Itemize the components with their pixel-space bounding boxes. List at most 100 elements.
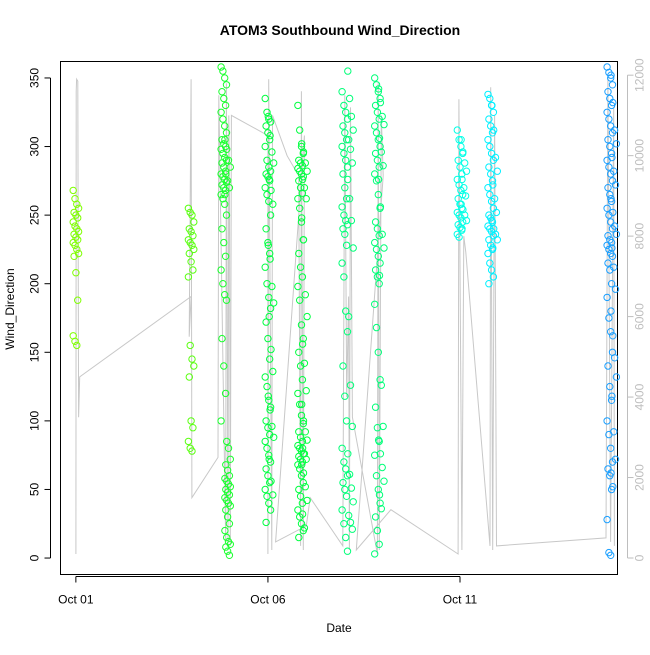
y2-tick-label: 4000	[633, 383, 647, 410]
y2-tick-label: 12000	[633, 58, 647, 92]
data-point	[372, 177, 381, 185]
data-point	[296, 465, 304, 473]
data-point	[607, 396, 616, 404]
data-point	[376, 376, 384, 384]
data-point	[607, 149, 616, 158]
data-point	[223, 437, 231, 446]
data-point	[218, 334, 226, 343]
data-point	[264, 392, 272, 400]
data-point	[342, 156, 350, 165]
y2-tick-label: 2000	[633, 464, 647, 491]
data-point	[608, 244, 616, 252]
data-point	[217, 108, 225, 117]
data-point	[298, 175, 307, 184]
data-point	[190, 218, 198, 226]
data-point	[222, 506, 230, 514]
data-point	[489, 181, 497, 189]
data-point	[222, 296, 231, 304]
data-point	[342, 195, 351, 203]
data-point	[607, 122, 615, 130]
data-point	[267, 477, 275, 485]
data-point	[374, 190, 382, 199]
data-point	[373, 225, 382, 233]
data-point	[221, 190, 229, 199]
data-point	[607, 551, 615, 559]
data-point	[338, 506, 346, 514]
y-axis-label: Wind_Direction	[3, 268, 17, 349]
data-point	[486, 94, 494, 103]
data-point	[609, 483, 617, 491]
data-point	[485, 163, 493, 171]
data-point	[461, 192, 470, 200]
data-point	[608, 252, 617, 260]
data-point	[348, 525, 356, 533]
data-point	[343, 472, 352, 480]
data-point	[340, 273, 348, 281]
data-point	[221, 74, 229, 82]
data-point	[611, 455, 620, 463]
data-point	[225, 551, 234, 559]
data-point	[608, 153, 616, 162]
data-point	[189, 424, 197, 432]
data-point	[340, 458, 348, 466]
data-point	[218, 159, 226, 167]
data-point	[74, 296, 82, 304]
data-point	[71, 337, 79, 345]
data-point	[299, 419, 307, 428]
data-point	[187, 258, 195, 266]
data-point	[298, 140, 306, 148]
data-point	[606, 382, 614, 391]
data-point	[378, 112, 386, 121]
data-point	[268, 282, 276, 291]
data-point	[349, 126, 357, 134]
data-point	[484, 249, 492, 258]
data-point	[261, 373, 269, 381]
data-point	[261, 184, 269, 192]
data-point	[486, 190, 494, 199]
data-point	[298, 340, 307, 348]
data-point	[611, 285, 620, 293]
y2-tick-label: 0	[633, 554, 647, 561]
data-point	[265, 163, 273, 171]
data-point	[371, 238, 379, 247]
data-point	[295, 485, 303, 494]
data-point	[371, 513, 380, 521]
data-point	[221, 122, 229, 130]
data-point	[269, 491, 277, 499]
data-point	[605, 314, 613, 322]
data-point	[217, 266, 225, 274]
y-tick-label: 0	[28, 554, 42, 561]
data-point	[220, 238, 228, 247]
data-point	[184, 437, 193, 446]
data-point	[604, 136, 612, 144]
x-axis: Oct 01 Oct 06 Oct 11	[58, 576, 478, 607]
data-point	[345, 195, 354, 203]
data-point	[348, 422, 356, 431]
data-point	[266, 403, 275, 411]
data-point	[185, 249, 194, 258]
data-point	[223, 547, 232, 555]
data-point	[338, 259, 346, 267]
data-point	[490, 195, 499, 203]
data-point	[489, 108, 498, 117]
data-point	[493, 236, 501, 244]
data-point	[345, 511, 353, 520]
data-point	[380, 120, 388, 129]
data-point	[610, 167, 618, 175]
data-point	[266, 136, 274, 144]
data-point	[224, 156, 233, 165]
y-tick-label: 50	[28, 482, 42, 496]
data-point	[270, 299, 278, 307]
data-point	[455, 233, 463, 241]
data-point	[609, 98, 617, 107]
data-point	[341, 230, 349, 239]
data-point	[344, 67, 352, 75]
data-point	[608, 392, 616, 400]
data-point	[217, 63, 225, 71]
data-point	[298, 273, 307, 281]
data-point	[302, 455, 310, 463]
data-point	[489, 232, 498, 240]
data-point	[345, 136, 353, 144]
data-point	[372, 323, 381, 332]
x-tick-label: Oct 01	[58, 593, 94, 607]
